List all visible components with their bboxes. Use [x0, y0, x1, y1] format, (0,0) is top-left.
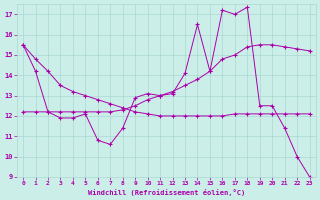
X-axis label: Windchill (Refroidissement éolien,°C): Windchill (Refroidissement éolien,°C)	[88, 189, 245, 196]
